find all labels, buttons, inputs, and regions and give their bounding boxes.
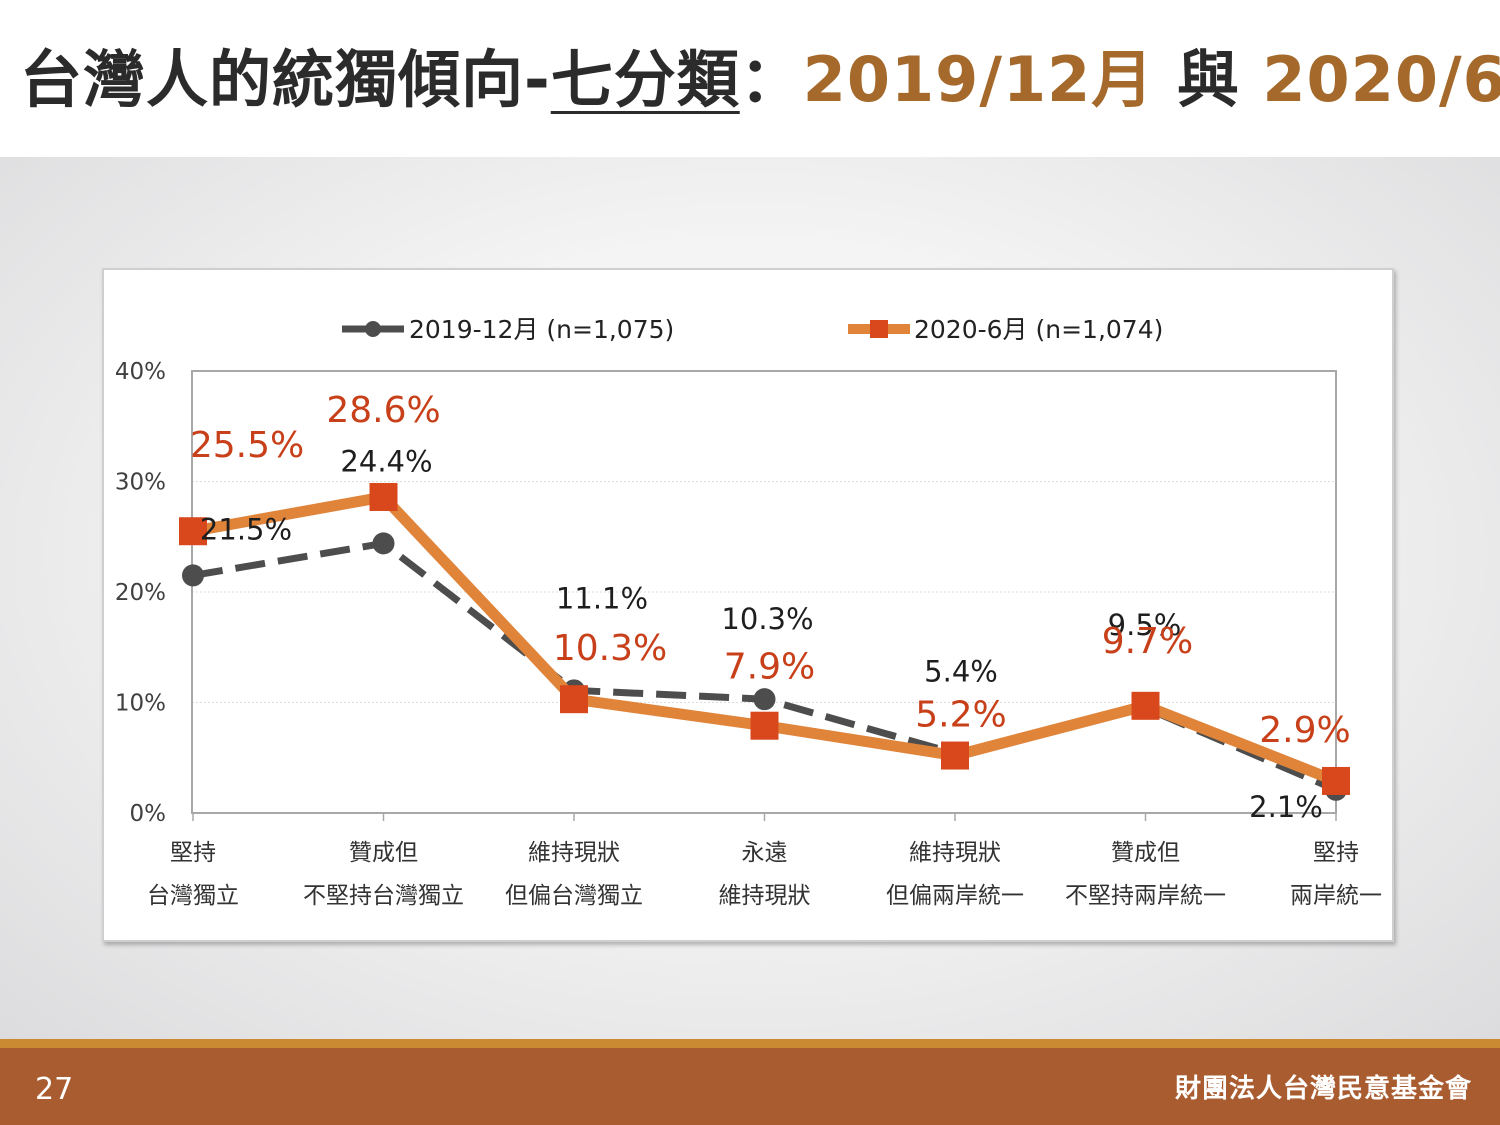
data-label-2020-6: 28.6%: [326, 390, 440, 431]
data-point-2020-6: [1131, 691, 1160, 720]
y-tick-label: 30%: [115, 470, 166, 496]
data-point-2020-6: [1322, 766, 1350, 795]
x-tick-label: 維持現狀: [719, 883, 811, 909]
data-point-2020-6: [941, 741, 969, 770]
x-tick-label: 堅持: [170, 840, 216, 866]
x-tick-label: 贊成但: [349, 840, 418, 866]
legend-marker-2019-12: [365, 321, 381, 337]
x-tick-label: 維持現狀: [909, 840, 1001, 866]
title-main-b: 七分類: [550, 43, 740, 116]
data-point-2019-12: [182, 564, 204, 587]
data-point-2020-6: [750, 711, 779, 740]
data-point-2019-12: [372, 532, 395, 555]
title-separator: ：: [739, 43, 803, 116]
x-tick-label: 贊成但: [1111, 840, 1180, 866]
y-tick-label: 10%: [115, 691, 166, 717]
y-tick-label: 0%: [130, 801, 167, 827]
data-label-2020-6: 9.7%: [1102, 621, 1193, 662]
y-tick-label: 20%: [115, 580, 166, 606]
line-chart: 0%10%20%30%40%堅持台灣獨立贊成但不堅持台灣獨立維持現狀但偏台灣獨立…: [115, 315, 1382, 909]
data-point-2020-6: [560, 685, 588, 714]
data-label-2019-12: 2.1%: [1249, 790, 1323, 824]
data-label-2020-6: 5.2%: [915, 695, 1006, 736]
x-tick-label: 台灣獨立: [147, 883, 239, 909]
data-label-2019-12: 11.1%: [556, 581, 648, 615]
data-label-2019-12: 24.4%: [340, 444, 432, 478]
x-tick-label: 維持現狀: [528, 840, 620, 866]
x-tick-label: 兩岸統一: [1290, 883, 1382, 909]
x-tick-label: 但偏台灣獨立: [505, 883, 643, 909]
data-point-2020-6: [179, 517, 207, 546]
data-label-2020-6: 2.9%: [1259, 710, 1350, 751]
y-tick-label: 40%: [115, 359, 166, 385]
legend-label-2020-6: 2020-6月 (n=1,074): [914, 315, 1163, 344]
data-point-2020-6: [369, 482, 398, 511]
page-title: 台灣人的統獨傾向-七分類：2019/12月 與 2020/6月: [20, 38, 1500, 122]
data-label-2019-12: 21.5%: [200, 512, 292, 546]
data-label-2019-12: 9.5%: [1108, 608, 1182, 642]
data-label-2020-6: 25.5%: [190, 425, 304, 466]
chart-panel: 0% 10% 20% 30% 40% 堅持 台灣獨立 贊成但 不堅持台灣獨立 維持現狀 但偏台灣獨立…: [102, 268, 1394, 942]
title-main-a: 台灣人的統獨傾向-: [20, 43, 551, 116]
data-label-2019-12: 5.4%: [924, 654, 998, 688]
title-bar: 台灣人的統獨傾向-七分類：2019/12月 與 2020/6月: [0, 0, 1500, 157]
x-tick-label: 堅持: [1313, 840, 1359, 866]
data-point-2019-12: [753, 688, 776, 711]
x-tick-label: 但偏兩岸統一: [886, 883, 1024, 909]
title-date-2: 2020/6月: [1262, 43, 1500, 116]
x-tick-label: 永遠: [742, 840, 788, 866]
organization-name: 財團法人台灣民意基金會: [1174, 1074, 1472, 1104]
legend-marker-2020-6: [870, 320, 888, 338]
data-label-2020-6: 10.3%: [553, 628, 667, 669]
x-tick-label: 不堅持兩岸統一: [1065, 883, 1226, 909]
page-number: 27: [35, 1072, 74, 1107]
title-date-1: 2019/12月: [802, 43, 1155, 116]
title-joiner: 與: [1154, 43, 1263, 116]
footer-bar: 27 財團法人台灣民意基金會: [0, 1039, 1500, 1125]
data-label-2019-12: 10.3%: [721, 602, 813, 636]
x-tick-label: 不堅持台灣獨立: [303, 883, 464, 909]
legend-label-2019-12: 2019-12月 (n=1,075): [409, 315, 674, 344]
data-label-2020-6: 7.9%: [724, 647, 815, 688]
